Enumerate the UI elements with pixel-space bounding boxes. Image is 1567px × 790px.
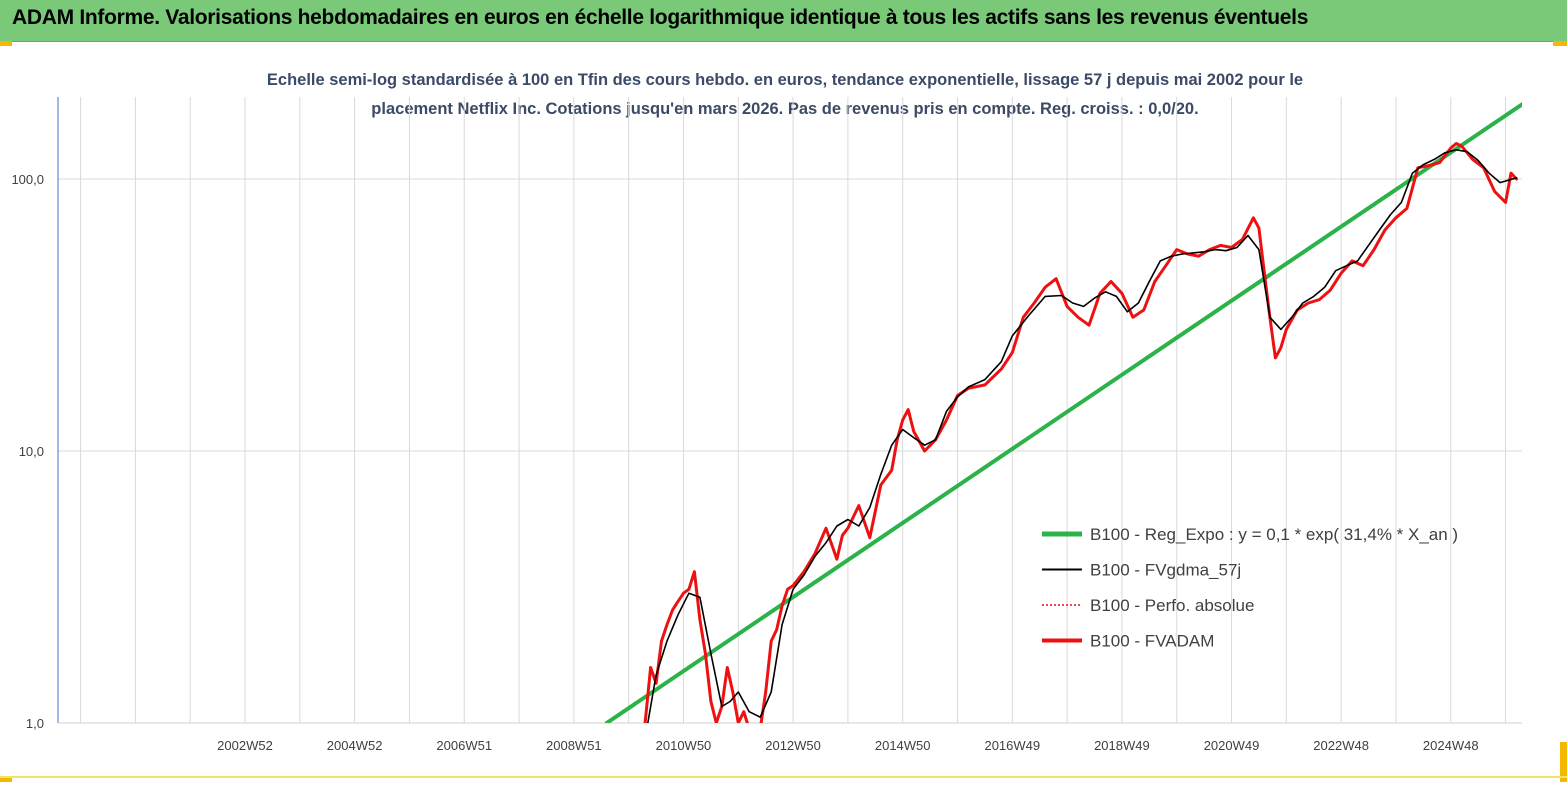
legend-label-0: B100 - Reg_Expo : y = 0,1 * exp( 31,4% *…	[1090, 525, 1458, 544]
x-tick-label-4: 2010W50	[656, 738, 712, 753]
series-line-0	[604, 102, 1522, 723]
header-bar: ADAM Informe. Valorisations hebdomadaire…	[0, 0, 1567, 42]
bottom-border	[0, 776, 1567, 778]
legend-label-2: B100 - Perfo. absolue	[1090, 596, 1254, 615]
series-line-1	[646, 149, 1518, 723]
x-tick-label-5: 2012W50	[765, 738, 821, 753]
x-tick-label-8: 2018W49	[1094, 738, 1150, 753]
series-line-3	[643, 142, 1518, 723]
legend-label-3: B100 - FVADAM	[1090, 632, 1214, 651]
x-tick-label-3: 2008W51	[546, 738, 602, 753]
corner-marker-top-left	[0, 41, 12, 46]
corner-marker-bottom-left	[0, 776, 12, 782]
x-tick-label-0: 2002W52	[217, 738, 273, 753]
x-tick-label-9: 2020W49	[1204, 738, 1260, 753]
legend-label-1: B100 - FVgdma_57j	[1090, 561, 1241, 580]
page-title: ADAM Informe. Valorisations hebdomadaire…	[12, 6, 1309, 29]
chart-title: Echelle semi-log standardisée à 100 en T…	[190, 66, 1380, 124]
plot-area	[604, 102, 1522, 723]
x-tick-label-10: 2022W48	[1313, 738, 1369, 753]
x-tick-label-2: 2006W51	[436, 738, 492, 753]
y-tick-label-2: 100,0	[11, 172, 44, 187]
y-tick-label-0: 1,0	[26, 716, 44, 731]
y-tick-label-1: 10,0	[19, 444, 44, 459]
chart-title-line-1: Echelle semi-log standardisée à 100 en T…	[266, 71, 1304, 89]
x-tick-label-1: 2004W52	[327, 738, 383, 753]
chart-title-line-2: placement Netflix Inc. Cotations jusqu'e…	[371, 100, 1199, 118]
corner-marker-right	[1560, 742, 1567, 782]
corner-marker-top-right	[1553, 41, 1567, 46]
x-tick-label-11: 2024W48	[1423, 738, 1479, 753]
x-tick-label-7: 2016W49	[984, 738, 1040, 753]
x-tick-label-6: 2014W50	[875, 738, 931, 753]
